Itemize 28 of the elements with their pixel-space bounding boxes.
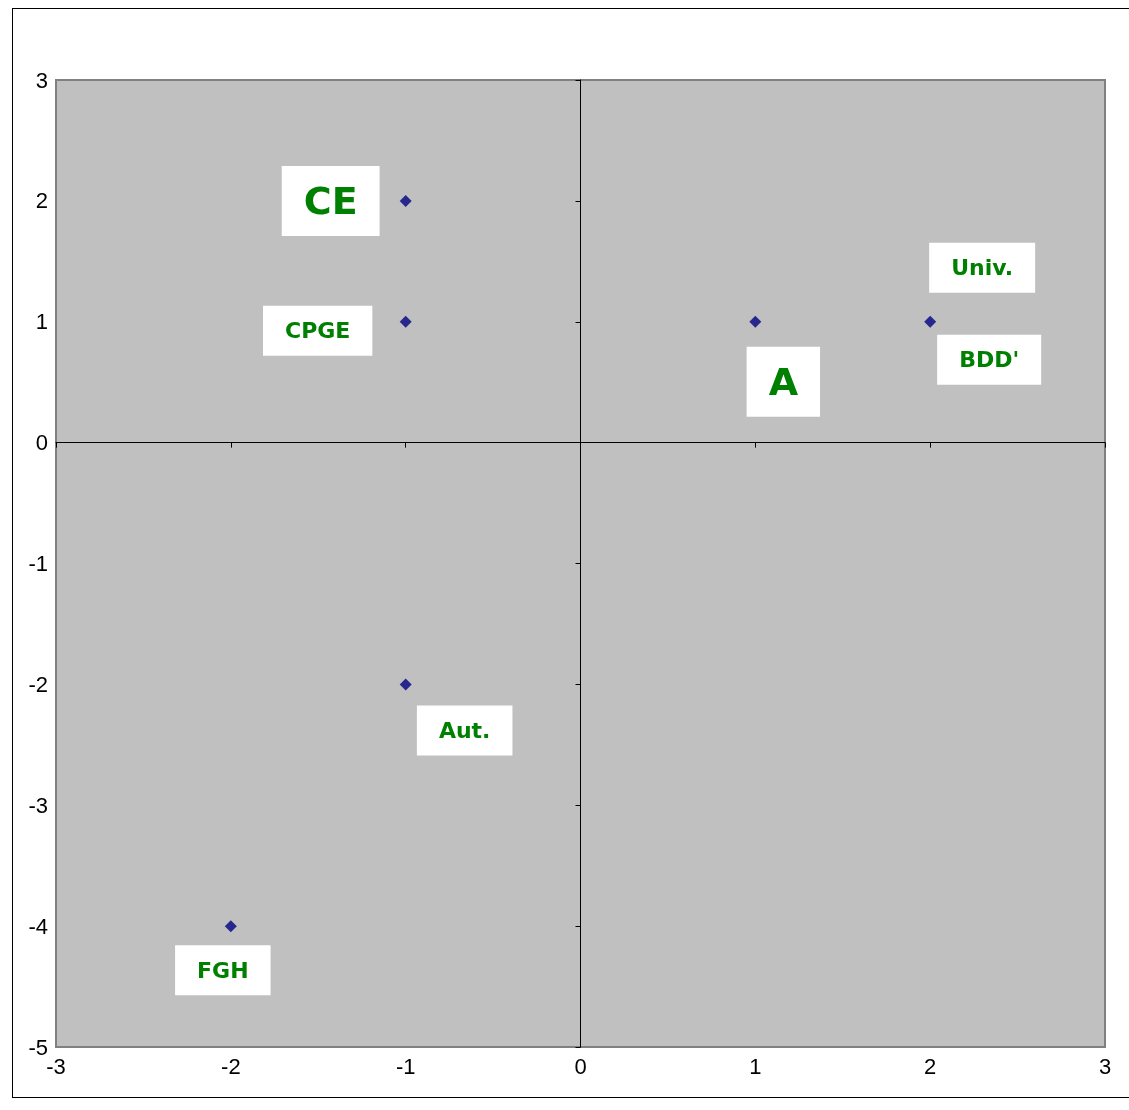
x-tick-label: 1 [749, 1053, 762, 1079]
y-tick-label: 1 [35, 309, 48, 335]
annotation: CPGE [284, 318, 351, 344]
point [399, 194, 412, 207]
point [399, 678, 412, 691]
y-tick-label: 3 [35, 67, 48, 93]
annotation: Aut. [438, 717, 491, 743]
x-tick-label: 0 [574, 1053, 587, 1079]
annotation: Univ. [951, 255, 1014, 281]
y-tick-label: -5 [28, 1034, 48, 1060]
point [224, 920, 237, 933]
x-tick-label: 3 [1098, 1053, 1112, 1079]
y-tick-label: 2 [35, 188, 48, 214]
y-tick-label: -3 [28, 792, 48, 818]
y-tick-label: -2 [28, 671, 48, 697]
x-tick-label: -1 [395, 1053, 416, 1079]
y-tick-label: -4 [28, 913, 48, 939]
x-tick-label: 2 [924, 1053, 937, 1079]
annotation: FGH [197, 957, 249, 983]
y-tick-label: -1 [28, 551, 48, 576]
point [749, 315, 762, 328]
y-tick-label: 0 [35, 430, 48, 456]
x-tick-label: -2 [221, 1053, 241, 1079]
annotation: A [768, 359, 799, 404]
point [924, 315, 937, 328]
annotation: BDD' [959, 347, 1020, 373]
point [399, 315, 412, 328]
annotation: CE [303, 178, 358, 223]
